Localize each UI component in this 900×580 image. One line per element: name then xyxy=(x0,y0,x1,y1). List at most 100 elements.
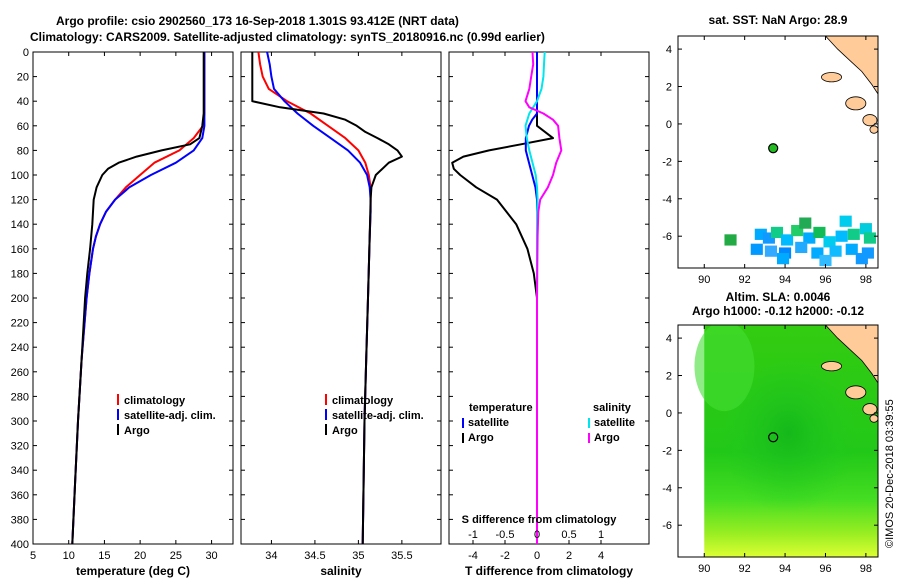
map-x-tick-label: 98 xyxy=(860,563,872,575)
top-tick-label: 0.5 xyxy=(561,529,576,541)
map-sst_map: 90 92 94 96 98 -6 -4 -2 0 2 4 sat. SST: NaN Argo: 2… xyxy=(662,13,879,286)
depth-tick-label: 80 xyxy=(17,145,29,157)
legend-label: Argo xyxy=(332,425,358,437)
legend-label: climatology xyxy=(124,395,186,407)
sst-pixel xyxy=(776,253,790,265)
land-island xyxy=(869,414,878,423)
depth-tick-label: 200 xyxy=(11,293,29,305)
depth-tick-label: 400 xyxy=(11,539,29,551)
profile-panels: 0204060801001201401601802002202402602803… xyxy=(11,47,650,578)
map-x-tick-label: 98 xyxy=(860,274,872,286)
top-tick-label: -0.5 xyxy=(496,529,515,541)
depth-tick-label: 40 xyxy=(17,96,29,108)
map-title-line-2: Argo h1000: -0.12 h2000: -0.12 xyxy=(692,304,864,318)
map-y-tick-label: -4 xyxy=(662,194,672,206)
depth-tick-label: 180 xyxy=(11,268,29,280)
map-x-tick-label: 94 xyxy=(779,563,791,575)
map-title: sat. SST: NaN Argo: 28.9 xyxy=(709,13,848,27)
map-y-tick-label: -6 xyxy=(662,520,672,532)
x-axis-label: T difference from climatology xyxy=(465,564,633,578)
argo-position-marker xyxy=(768,432,779,443)
sst-pixel xyxy=(845,243,858,255)
land-island xyxy=(862,403,878,416)
map-y-tick-label: 0 xyxy=(666,119,672,131)
map-x-tick-label: 90 xyxy=(698,274,710,286)
depth-tick-label: 20 xyxy=(17,72,29,84)
legend-label: satellite xyxy=(468,417,509,429)
x-tick-label: -2 xyxy=(500,550,510,562)
legend-label: satellite xyxy=(594,417,635,429)
map-y-tick-label: -4 xyxy=(662,483,672,495)
map-panels: 90 92 94 96 98 -6 -4 -2 0 2 4 sat. SST: NaN Argo: 2… xyxy=(662,13,879,575)
x-tick-label: 35.5 xyxy=(391,550,412,562)
depth-tick-label: 260 xyxy=(11,367,29,379)
sst-pixel xyxy=(781,234,794,246)
map-y-tick-label: 2 xyxy=(666,371,672,383)
map-y-tick-label: 4 xyxy=(666,333,672,345)
depth-tick-label: 160 xyxy=(11,244,29,256)
depth-tick-label: 380 xyxy=(11,514,29,526)
map-x-tick-label: 94 xyxy=(779,274,791,286)
legend-label: Argo xyxy=(594,432,620,444)
land-sumatra xyxy=(824,325,878,384)
sst-pixel xyxy=(855,253,868,265)
land-island xyxy=(821,72,843,83)
map-y-tick-label: 4 xyxy=(666,44,672,56)
panel-temperature: 0 20 40 60 80 100 120 140 160 180 200 220 240 260 280 3… xyxy=(11,47,234,578)
sst-pixel xyxy=(823,236,836,248)
depth-tick-label: 120 xyxy=(11,195,29,207)
sst-pixel xyxy=(791,224,804,237)
map-content xyxy=(678,36,878,268)
map-frame xyxy=(677,35,879,269)
top-tick-label: 1 xyxy=(598,529,604,541)
map-sla_map: 90 92 94 96 98 -6 -4 -2 0 2 4 Altim. SLA: 0.0046Arg… xyxy=(662,290,879,575)
depth-tick-label: 60 xyxy=(17,121,29,133)
x-tick-label: 4 xyxy=(598,550,604,562)
sst-pixel xyxy=(770,226,784,239)
panel-frame xyxy=(448,51,650,545)
legend-label: climatology xyxy=(332,395,394,407)
sla-high-region xyxy=(694,325,755,412)
x-tick-label: 25 xyxy=(170,550,182,562)
series-line-argo xyxy=(251,52,403,545)
panel-salinity: 34 34.5 35 35.5 salinity climatology satellite… xyxy=(240,51,442,578)
x-tick-label: 15 xyxy=(98,550,110,562)
legend-label: Argo xyxy=(124,425,150,437)
depth-tick-label: 140 xyxy=(11,219,29,231)
land-island xyxy=(869,125,878,134)
map-y-tick-label: -2 xyxy=(662,445,672,457)
map-y-tick-label: 0 xyxy=(666,408,672,420)
land-island xyxy=(862,114,878,127)
sst-pixel xyxy=(813,226,826,239)
land-island xyxy=(845,96,867,111)
legend-label: Argo xyxy=(468,432,494,444)
map-frame xyxy=(677,324,879,558)
title-line-2: Climatology: CARS2009. Satellite-adjuste… xyxy=(30,30,545,44)
series-line-argo xyxy=(71,52,205,545)
map-x-tick-label: 92 xyxy=(739,563,751,575)
map-content xyxy=(678,325,878,557)
argo-position-marker xyxy=(768,143,779,154)
sst-pixel xyxy=(803,232,816,244)
depth-tick-label: 360 xyxy=(11,490,29,502)
map-y-tick-label: -2 xyxy=(662,156,672,168)
top-tick-label: -1 xyxy=(468,529,478,541)
x-tick-label: 34.5 xyxy=(304,550,325,562)
map-x-tick-label: 90 xyxy=(698,563,710,575)
sst-pixel xyxy=(795,241,808,254)
sst-pixel xyxy=(764,245,777,257)
title-line-1: Argo profile: csio 2902560_173 16-Sep-20… xyxy=(56,14,459,28)
sst-pixel xyxy=(839,215,852,227)
depth-tick-label: 100 xyxy=(11,170,29,182)
depth-tick-label: 220 xyxy=(11,318,29,330)
legend-title-temperature: temperature xyxy=(469,402,533,414)
x-tick-label: 0 xyxy=(534,550,540,562)
depth-tick-label: 280 xyxy=(11,391,29,403)
map-x-tick-label: 96 xyxy=(819,563,831,575)
x-axis-label: temperature (deg C) xyxy=(76,564,190,578)
legend-label: satellite-adj. clim. xyxy=(332,410,424,422)
x-tick-label: 35 xyxy=(352,550,364,562)
map-y-tick-label: 2 xyxy=(666,82,672,94)
land-sumatra xyxy=(824,36,878,95)
